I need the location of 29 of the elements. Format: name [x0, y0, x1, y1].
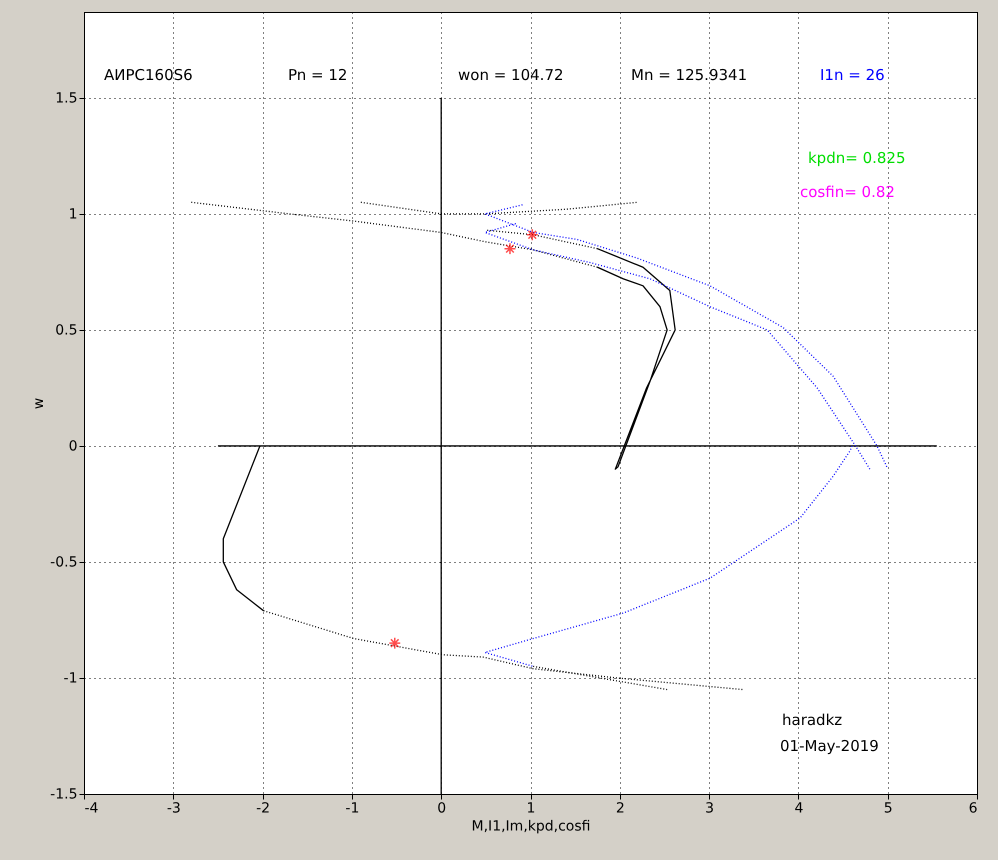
y-tick-label: -0.5 — [50, 554, 78, 570]
annotation: haradkz — [782, 711, 842, 729]
x-tick-label: 3 — [705, 800, 714, 816]
annotation: kpdn= 0.825 — [808, 149, 906, 167]
annotation: won = 104.72 — [458, 66, 564, 84]
y-axis-title: w — [31, 398, 48, 410]
x-tick-label: 1 — [526, 800, 536, 816]
x-tick-label: 4 — [794, 800, 804, 816]
y-tick-label: 0.5 — [55, 322, 78, 338]
x-tick-label: 0 — [437, 800, 446, 816]
x-tick-label: -3 — [166, 800, 181, 816]
x-tick-label: -2 — [256, 800, 270, 816]
x-tick-label: 2 — [616, 800, 625, 816]
y-tick-label: 1 — [68, 206, 78, 222]
y-tick-label: -1.5 — [50, 786, 78, 802]
x-tick-label: -1 — [345, 800, 360, 816]
annotation: cosfin= 0.82 — [800, 183, 895, 201]
annotation: 01-May-2019 — [780, 737, 879, 755]
x-tick-label: -4 — [84, 800, 99, 816]
x-tick-label: 6 — [968, 800, 978, 816]
annotation: Pn = 12 — [288, 66, 348, 84]
annotation: I1n = 26 — [820, 66, 885, 84]
annotation: Mn = 125.9341 — [631, 66, 748, 84]
annotation: АИРС160S6 — [104, 66, 193, 84]
x-tick-label: 5 — [884, 800, 893, 816]
y-tick-label: 0 — [68, 438, 78, 454]
y-tick-label: 1.5 — [55, 90, 78, 106]
x-axis-title: M,I1,Im,kpd,cosfi — [472, 818, 590, 834]
y-tick-label: -1 — [64, 670, 78, 686]
